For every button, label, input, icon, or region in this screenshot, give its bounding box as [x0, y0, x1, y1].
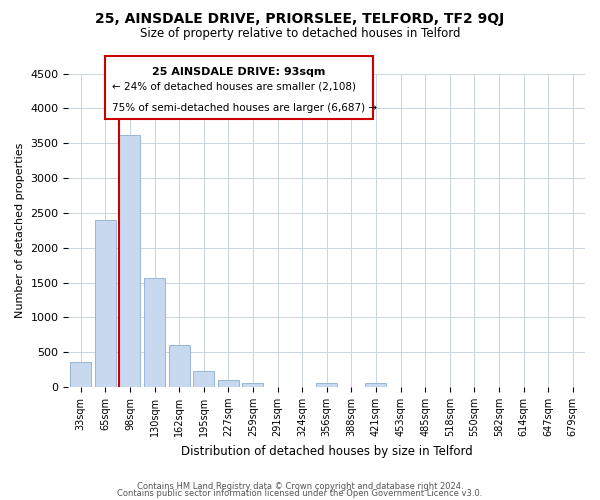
FancyBboxPatch shape: [104, 56, 373, 119]
Text: Contains HM Land Registry data © Crown copyright and database right 2024.: Contains HM Land Registry data © Crown c…: [137, 482, 463, 491]
Bar: [365, 384, 386, 387]
Y-axis label: Number of detached properties: Number of detached properties: [15, 142, 25, 318]
Text: Size of property relative to detached houses in Telford: Size of property relative to detached ho…: [140, 28, 460, 40]
X-axis label: Distribution of detached houses by size in Telford: Distribution of detached houses by size …: [181, 444, 473, 458]
Text: 25 AINSDALE DRIVE: 93sqm: 25 AINSDALE DRIVE: 93sqm: [152, 68, 326, 78]
Bar: [316, 384, 337, 387]
Bar: [70, 362, 91, 387]
Bar: [242, 384, 263, 387]
Bar: [144, 278, 165, 387]
Text: 25, AINSDALE DRIVE, PRIORSLEE, TELFORD, TF2 9QJ: 25, AINSDALE DRIVE, PRIORSLEE, TELFORD, …: [95, 12, 505, 26]
Bar: [218, 380, 239, 387]
Text: Contains public sector information licensed under the Open Government Licence v3: Contains public sector information licen…: [118, 489, 482, 498]
Text: ← 24% of detached houses are smaller (2,108): ← 24% of detached houses are smaller (2,…: [112, 82, 356, 92]
Bar: [95, 220, 116, 387]
Bar: [193, 371, 214, 387]
Text: 75% of semi-detached houses are larger (6,687) →: 75% of semi-detached houses are larger (…: [112, 103, 377, 113]
Bar: [119, 135, 140, 387]
Bar: [169, 345, 190, 387]
